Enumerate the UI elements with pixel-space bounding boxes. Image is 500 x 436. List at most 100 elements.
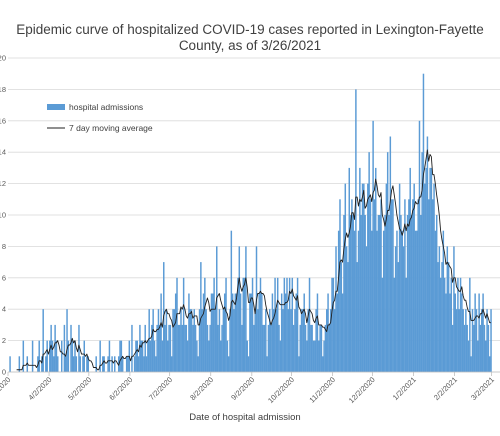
bar — [41, 356, 43, 372]
bar — [441, 262, 443, 372]
bar — [269, 309, 271, 372]
bar — [247, 356, 250, 372]
bar — [216, 246, 218, 372]
bar — [408, 199, 410, 372]
bar — [251, 277, 254, 372]
bar — [310, 324, 312, 372]
y-tick-label: 2 — [2, 336, 6, 345]
bar — [161, 340, 164, 372]
bar — [307, 309, 309, 372]
bar — [294, 309, 296, 372]
bar — [300, 309, 303, 372]
bar — [424, 183, 426, 372]
bar — [121, 356, 124, 372]
bar — [46, 340, 48, 372]
bar — [278, 324, 280, 372]
bar — [352, 215, 354, 372]
bar — [388, 215, 390, 372]
bar — [83, 340, 85, 372]
bar — [450, 277, 453, 372]
bar — [184, 324, 186, 372]
bar — [302, 309, 304, 372]
bar — [328, 324, 331, 372]
bar — [38, 340, 40, 372]
bar — [149, 340, 152, 372]
bar — [292, 324, 295, 372]
legend-swatch-hospital-admissions — [47, 104, 65, 110]
bar — [393, 277, 396, 372]
bar — [174, 293, 177, 372]
bar-series — [9, 73, 492, 373]
bar — [70, 324, 72, 372]
bar — [467, 340, 470, 372]
bar — [107, 356, 109, 372]
bar — [245, 246, 247, 372]
bar — [409, 167, 411, 372]
bar — [486, 309, 488, 372]
bar — [71, 340, 74, 372]
bar — [170, 356, 173, 372]
bar — [348, 167, 350, 372]
bar — [22, 340, 25, 372]
bar — [386, 152, 389, 372]
bar — [324, 324, 327, 372]
bar — [148, 309, 150, 372]
bar — [463, 324, 466, 372]
bar — [315, 309, 317, 372]
bar — [320, 324, 323, 372]
bar — [337, 230, 340, 372]
bar — [271, 293, 274, 372]
bar — [439, 277, 442, 372]
bar — [396, 230, 398, 372]
x-tick-label: 1/2/2021 — [391, 375, 418, 402]
bar — [372, 120, 374, 372]
bar — [329, 309, 332, 372]
y-tick-label: 8 — [2, 242, 6, 251]
bar — [397, 262, 400, 372]
chart-title-line-2: County, as of 3/26/2021 — [178, 38, 322, 53]
bar — [54, 324, 56, 372]
bar — [66, 309, 68, 372]
bar — [477, 340, 479, 372]
bar — [194, 324, 197, 372]
bar — [63, 324, 66, 372]
bar — [469, 277, 471, 372]
bar — [141, 340, 144, 372]
x-tick-label: 7/2/2020 — [147, 375, 174, 402]
bar — [298, 356, 300, 372]
bar — [453, 246, 455, 372]
bar — [356, 262, 358, 372]
bar — [229, 309, 231, 372]
bar — [326, 309, 328, 372]
bar — [198, 309, 201, 372]
bar — [266, 356, 268, 372]
bar — [95, 356, 97, 372]
bar — [449, 293, 451, 372]
bar — [363, 183, 365, 372]
bar — [442, 230, 445, 372]
bar — [9, 356, 11, 372]
bar — [279, 340, 282, 372]
y-tick-label: 18 — [0, 85, 6, 94]
bar — [479, 324, 482, 372]
bar — [418, 120, 421, 372]
x-axis: 3/2/2020 4/2/2020 5/2/2020 6/2/2020 7/2/2020… — [0, 371, 500, 405]
bar — [225, 277, 227, 372]
bar — [426, 136, 429, 372]
bar — [26, 356, 29, 372]
bar — [340, 262, 343, 372]
bar — [99, 340, 101, 372]
bar — [153, 340, 156, 372]
bar — [227, 356, 230, 372]
bar — [114, 356, 116, 372]
bar — [417, 199, 419, 372]
bar — [165, 309, 168, 372]
bar — [405, 277, 407, 372]
bar — [64, 356, 67, 372]
bar — [217, 324, 219, 372]
bar — [214, 309, 217, 372]
bar — [51, 340, 54, 372]
bar — [103, 356, 105, 372]
bar — [382, 230, 385, 372]
